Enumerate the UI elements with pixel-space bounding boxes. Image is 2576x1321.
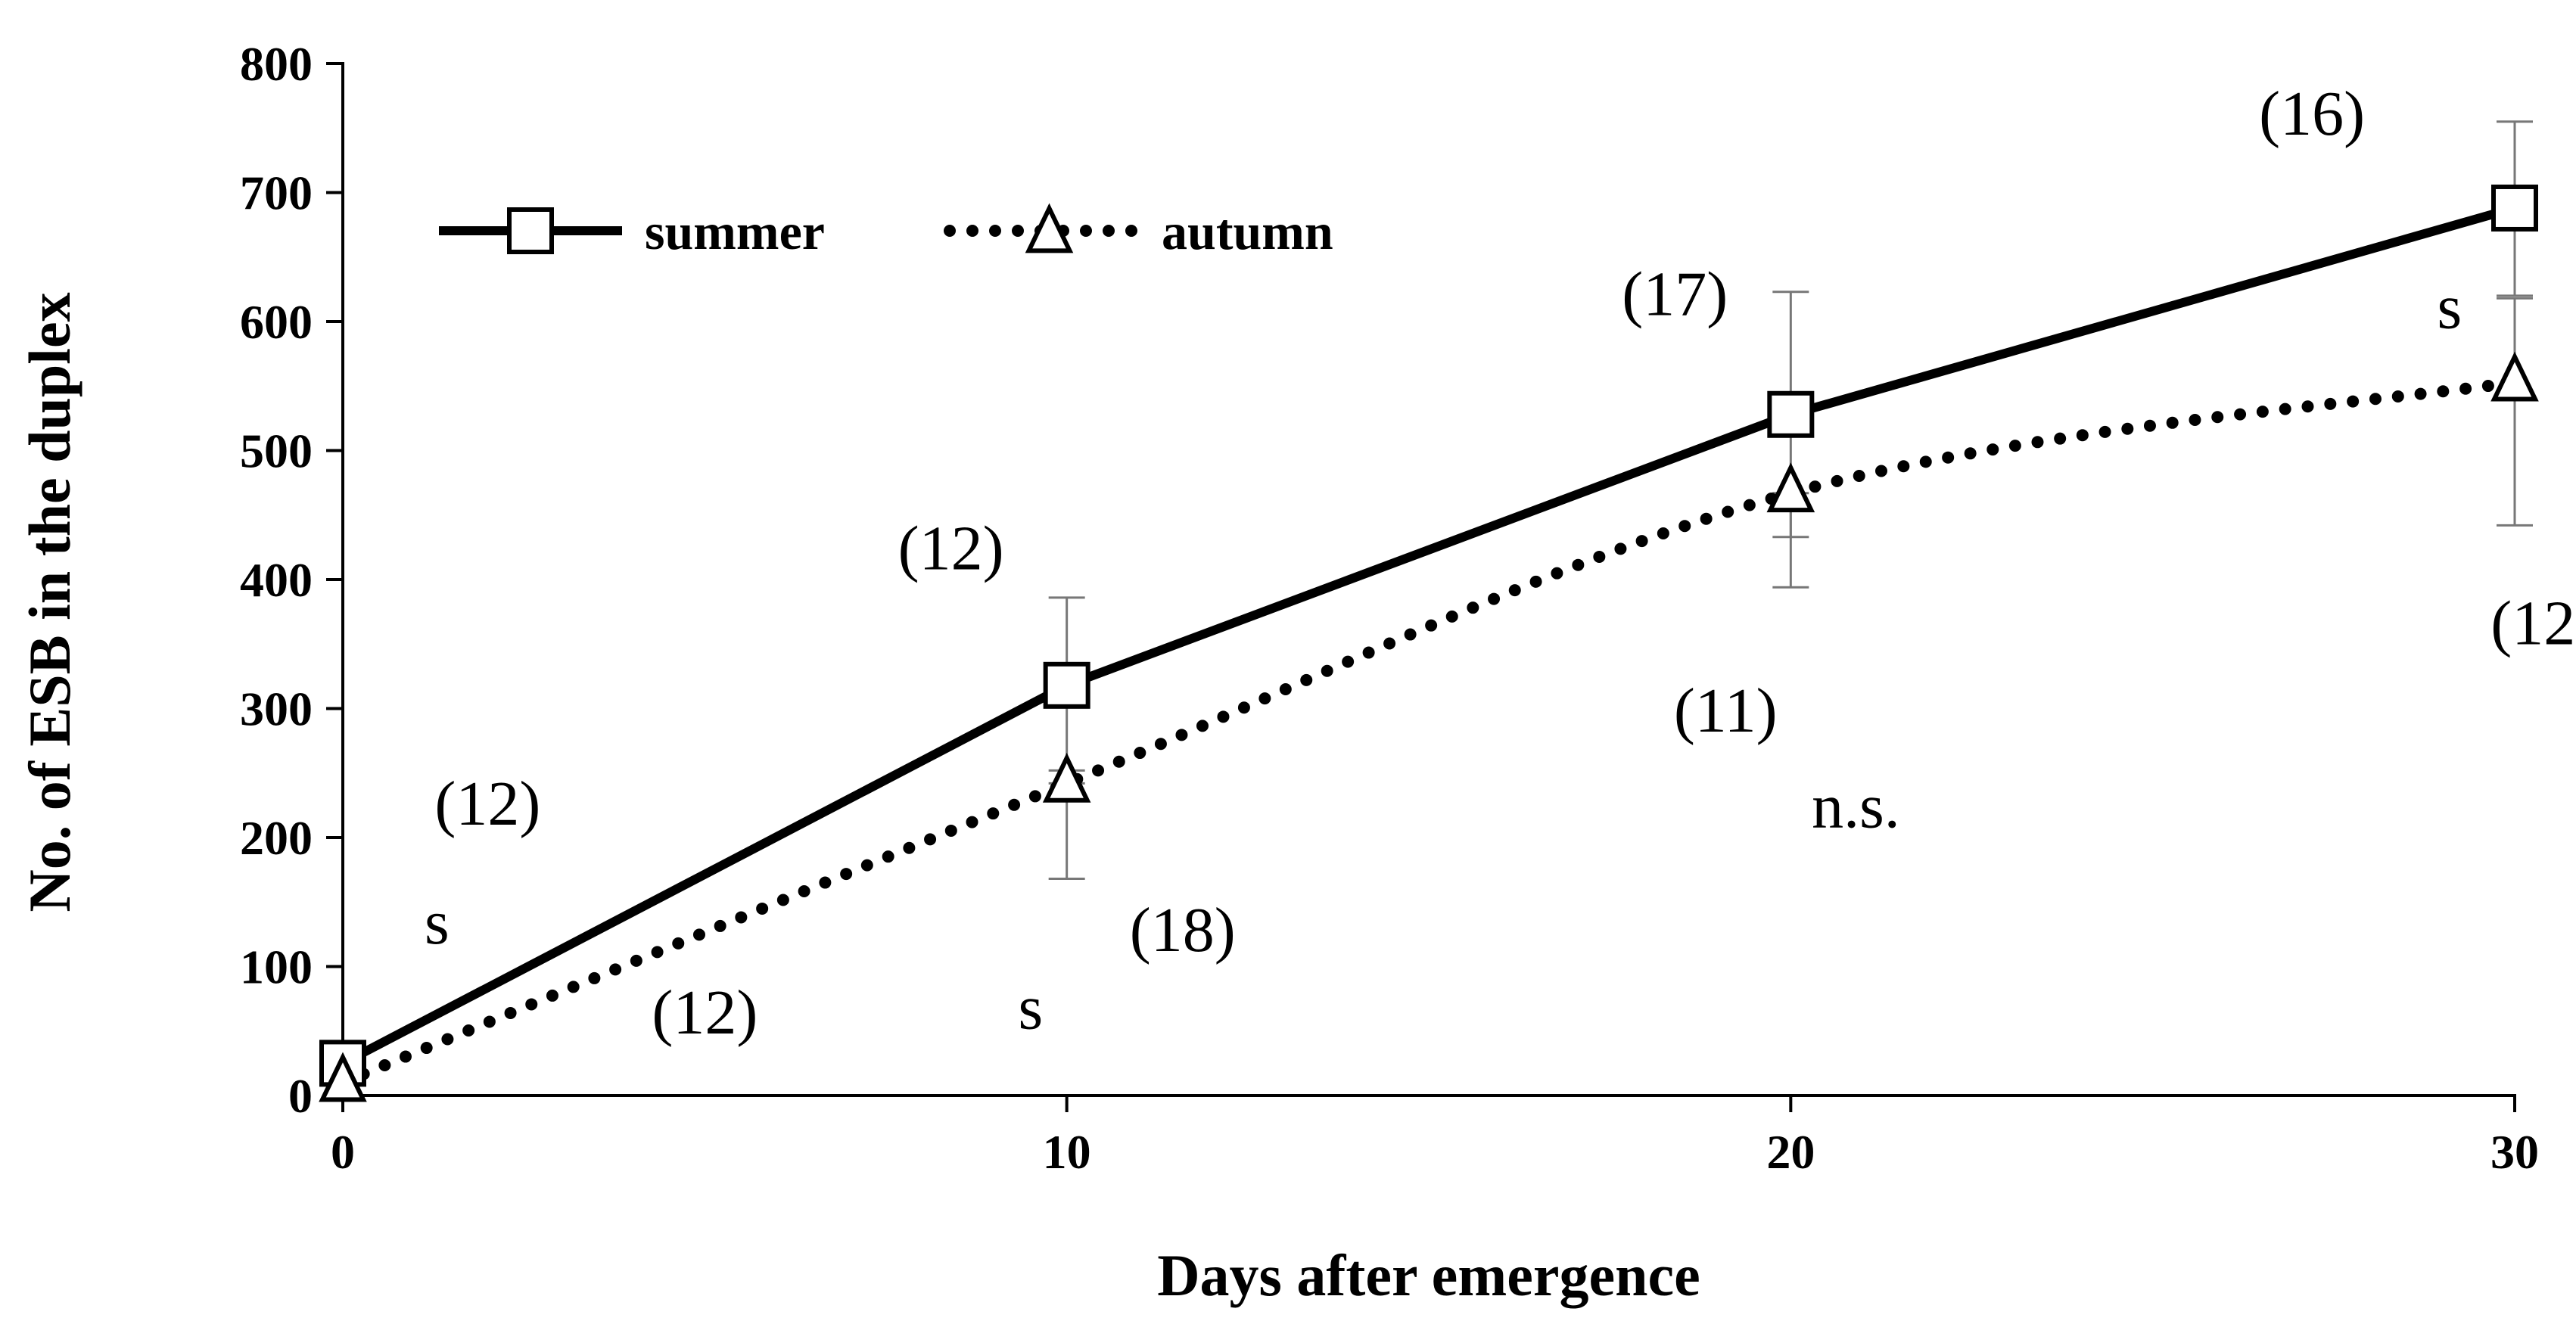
point-summer xyxy=(1043,661,1090,709)
annotation-n-autumn-30: (12) xyxy=(2490,588,2576,658)
ticks: 0 100 200 300 400 500 600 700 800 0 10 20 30 xyxy=(240,37,2539,1179)
annotation-n-summer-20: (17) xyxy=(1622,259,1728,329)
x-tick-label: 30 xyxy=(2490,1125,2539,1179)
y-axis-title: No. of ESB in the duplex xyxy=(17,292,82,912)
annotation-n-summer-0: (12) xyxy=(434,769,540,839)
legend-marker-autumn xyxy=(1025,203,1074,253)
annotation-n-autumn-0: (12) xyxy=(652,978,758,1048)
annotation-n-autumn-10: (18) xyxy=(1130,895,1236,965)
x-tick-label: 10 xyxy=(1043,1125,1091,1179)
y-tick-label: 500 xyxy=(240,424,313,478)
y-tick-label: 0 xyxy=(288,1069,313,1123)
point-autumn xyxy=(1766,462,1815,513)
axis-titles: Days after emergence No. of ESB in the d… xyxy=(17,292,1700,1308)
series-markers xyxy=(319,184,2539,1102)
x-axis-title: Days after emergence xyxy=(1157,1242,1700,1308)
y-tick-label: 300 xyxy=(240,682,313,736)
annotation-sig-10: s xyxy=(1018,972,1043,1043)
annotations: (12) s (12) (12) (18) s (17) (11) n.s. (16) s (12) xyxy=(425,79,2576,1048)
point-autumn xyxy=(1042,752,1091,803)
y-tick-label: 700 xyxy=(240,166,313,220)
point-autumn xyxy=(319,1052,367,1102)
annotation-n-autumn-20: (11) xyxy=(1674,676,1778,746)
annotation-sig-20: n.s. xyxy=(1812,771,1900,841)
series-line-summer xyxy=(341,204,2516,1068)
legend-marker-summer xyxy=(507,207,554,254)
annotation-n-summer-30: (16) xyxy=(2259,79,2365,149)
y-tick-label: 200 xyxy=(240,811,313,865)
legend-label-autumn: autumn xyxy=(1162,203,1333,260)
series-line-autumn xyxy=(337,376,2521,1089)
point-autumn xyxy=(2490,351,2539,402)
y-tick-label: 800 xyxy=(240,37,313,91)
y-tick-label: 400 xyxy=(240,553,313,607)
point-summer xyxy=(2491,184,2538,232)
annotation-n-summer-10: (12) xyxy=(898,513,1004,583)
y-tick-label: 100 xyxy=(240,940,313,994)
legend-label-summer: summer xyxy=(645,203,825,260)
x-tick-label: 20 xyxy=(1766,1125,1815,1179)
series-lines xyxy=(337,204,2521,1089)
annotation-sig-30: s xyxy=(2438,272,2462,343)
y-tick-label: 600 xyxy=(240,295,313,349)
legend: summer autumn xyxy=(439,203,1333,260)
annotation-sig-0: s xyxy=(425,887,450,958)
point-summer xyxy=(1767,390,1815,438)
x-tick-label: 0 xyxy=(331,1125,355,1179)
